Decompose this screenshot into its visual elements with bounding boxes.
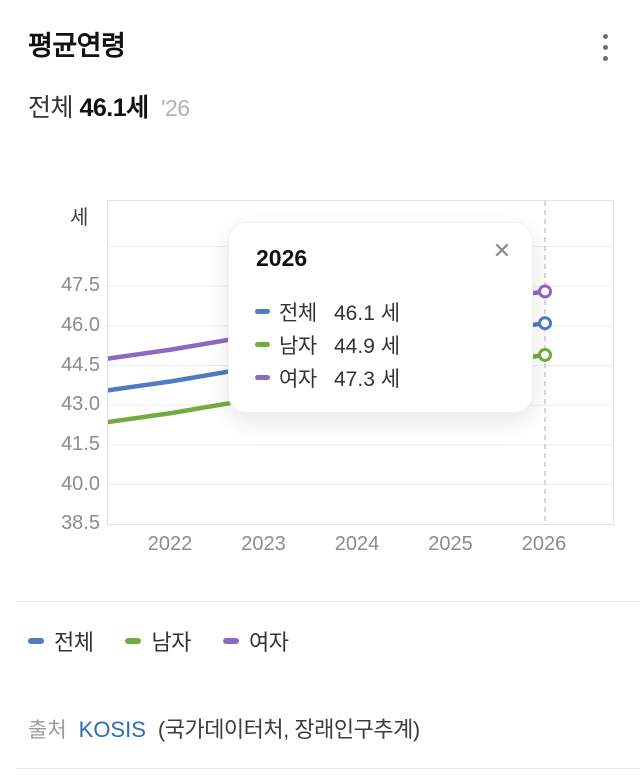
chart-legend: 전체 남자 여자 — [28, 625, 289, 657]
tooltip-row-male: 남자 44.9 세 — [255, 328, 518, 361]
tooltip-row-label: 여자 — [279, 367, 317, 391]
y-axis-tick-label: 46.0 — [61, 313, 100, 336]
y-axis-unit-label: 세 — [70, 207, 89, 229]
x-axis-tick-label: 2022 — [147, 533, 193, 555]
tooltip-row-label: 남자 — [279, 334, 317, 358]
tooltip-row-value: 46.1 세 — [334, 301, 401, 325]
summary-value: 46.1세 — [79, 94, 149, 122]
kebab-menu-icon[interactable] — [596, 30, 614, 64]
tooltip-row-value: 47.3 세 — [334, 367, 401, 391]
y-axis-tick-label: 44.5 — [61, 353, 100, 376]
x-axis-tick-label: 2025 — [428, 533, 473, 555]
kebab-dot — [602, 33, 608, 39]
page-title: 평균연령 — [28, 31, 126, 61]
legend-label: 여자 — [248, 630, 289, 655]
total-series-dash-icon — [255, 309, 270, 314]
kebab-dot — [602, 55, 608, 61]
tooltip-row-value: 44.9 세 — [334, 334, 401, 358]
divider — [16, 768, 640, 769]
chart-tooltip: 2026 ✕ 전체 46.1 세 남자 44.9 세 여자 47.3 세 — [228, 222, 533, 413]
tooltip-year-title: 2026 — [256, 245, 308, 271]
summary-year-tag: '26 — [161, 95, 190, 121]
female-series-dash-icon — [255, 375, 270, 380]
tooltip-row-total: 전체 46.1 세 — [255, 295, 518, 328]
chart-area: 세 47.5 46.0 44.5 43.0 41.5 40.0 38.5 2022 2023 2… — [0, 185, 640, 575]
divider — [16, 601, 640, 602]
source-detail: (국가데이터처, 장래인구추계) — [157, 717, 420, 742]
legend-item-total[interactable]: 전체 — [28, 625, 94, 657]
legend-item-female[interactable]: 여자 — [222, 625, 289, 657]
x-axis-tick-label: 2026 — [521, 533, 567, 555]
tooltip-rows: 전체 46.1 세 남자 44.9 세 여자 47.3 세 — [255, 295, 518, 394]
tooltip-row-label: 전체 — [279, 301, 317, 325]
summary-line: 전체 46.1세 '26 — [28, 88, 190, 124]
legend-label: 남자 — [151, 630, 191, 655]
tooltip-row-female: 여자 47.3 세 — [255, 361, 518, 394]
y-axis-tick-label: 43.0 — [61, 393, 100, 416]
kosis-link[interactable]: KOSIS — [78, 717, 146, 742]
y-axis-tick-label: 47.5 — [61, 274, 100, 297]
legend-item-male[interactable]: 남자 — [125, 625, 191, 657]
source-line: 출처 KOSIS (국가데이터처, 장래인구추계) — [28, 712, 420, 744]
y-axis-tick-label: 40.0 — [61, 472, 100, 495]
x-axis-tick-label: 2023 — [241, 533, 286, 555]
total-series-dash-icon — [28, 638, 44, 644]
female-series-dash-icon — [222, 638, 239, 644]
legend-label: 전체 — [54, 630, 94, 655]
x-axis-tick-label: 2024 — [334, 533, 380, 555]
source-prefix-label: 출처 — [28, 719, 67, 742]
close-icon[interactable]: ✕ — [492, 238, 512, 263]
male-series-dash-icon — [255, 342, 270, 347]
y-axis-tick-label: 38.5 — [61, 512, 100, 535]
y-axis-tick-label: 41.5 — [61, 432, 100, 455]
male-series-dash-icon — [125, 638, 142, 644]
summary-label: 전체 — [28, 94, 74, 122]
kebab-dot — [602, 44, 608, 50]
